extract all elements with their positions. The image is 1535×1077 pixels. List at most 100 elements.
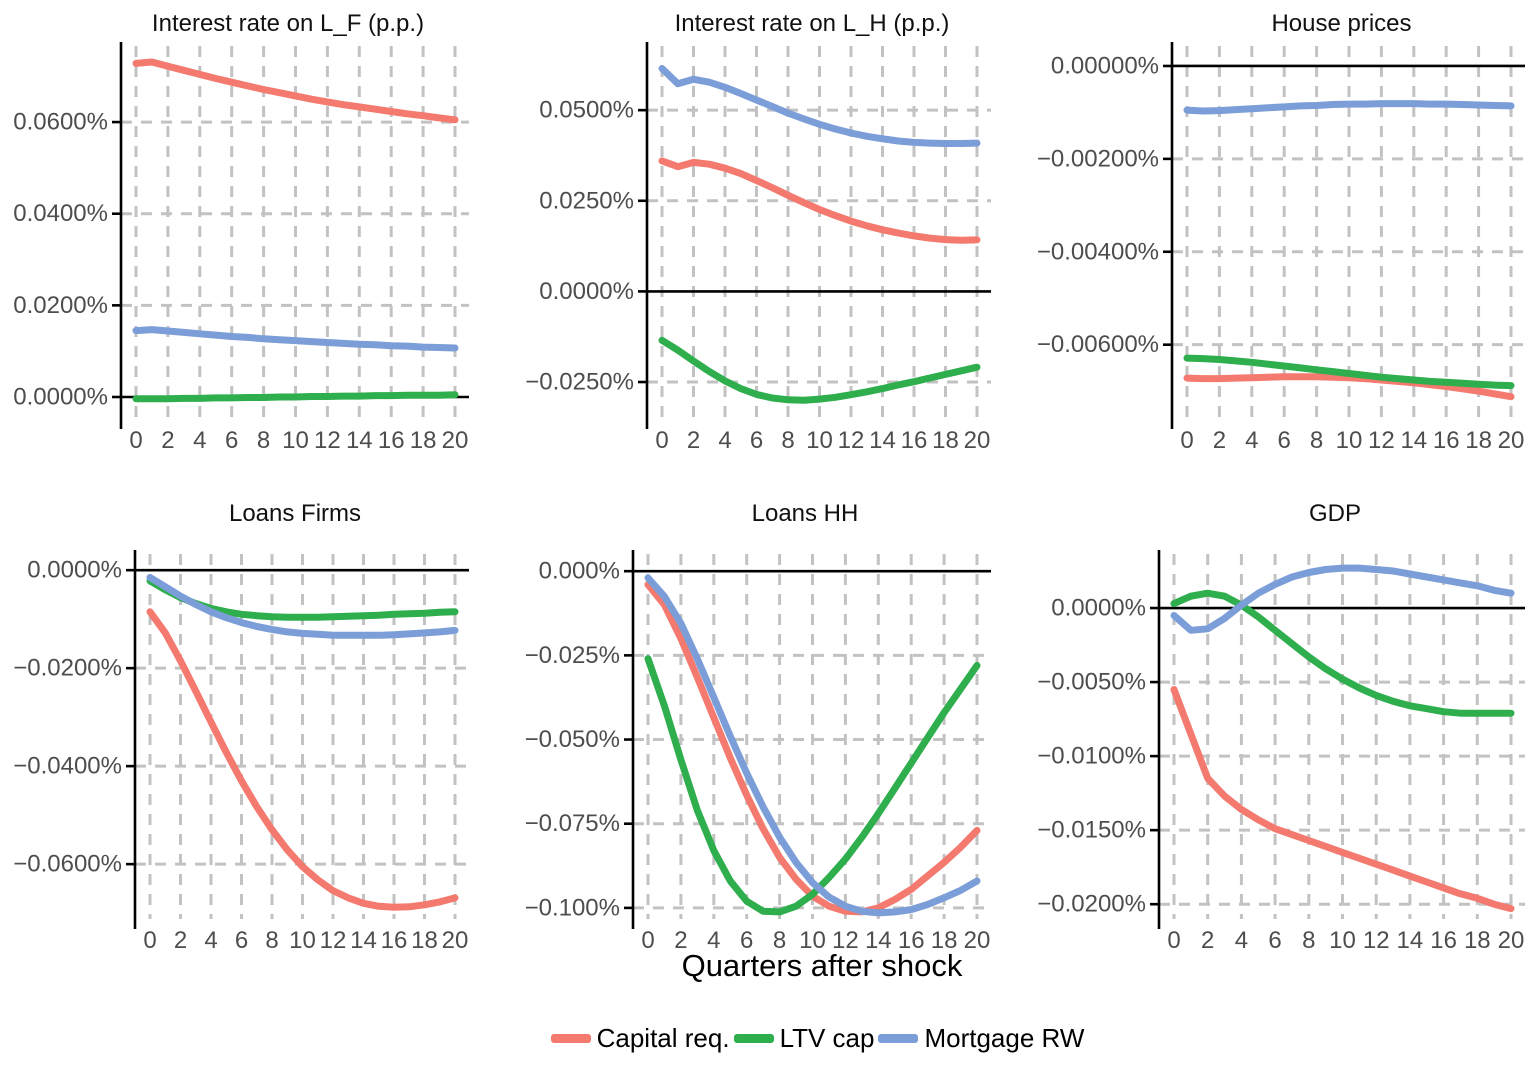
svg-text:2: 2 — [161, 427, 174, 454]
svg-text:20: 20 — [442, 927, 469, 954]
svg-text:4: 4 — [718, 427, 731, 454]
svg-text:12: 12 — [1363, 927, 1390, 954]
svg-text:4: 4 — [1245, 427, 1258, 454]
svg-text:18: 18 — [411, 927, 438, 954]
svg-text:0.000%: 0.000% — [539, 558, 620, 585]
panel-title-loans-firms: Loans Firms — [228, 500, 362, 527]
svg-text:−0.00200%: −0.00200% — [1037, 145, 1159, 172]
svg-text:−0.0050%: −0.0050% — [1037, 669, 1146, 696]
svg-text:8: 8 — [1302, 927, 1315, 954]
svg-text:16: 16 — [1433, 427, 1460, 454]
legend-label-capital-req: Capital req. — [596, 1022, 730, 1053]
panel-title-loans-hh: Loans HH — [751, 500, 859, 527]
svg-text:14: 14 — [346, 427, 373, 454]
svg-text:4: 4 — [707, 927, 720, 954]
svg-text:−0.075%: −0.075% — [525, 810, 620, 837]
panel-loans-hh: Loans HH 0.000% −0.025% −0.050% −0.075% −0.1… — [512, 482, 1024, 960]
svg-text:0: 0 — [129, 427, 142, 454]
svg-text:8: 8 — [773, 927, 786, 954]
legend-label-ltv-cap: LTV cap — [779, 1022, 875, 1053]
svg-text:8: 8 — [265, 927, 278, 954]
svg-text:10: 10 — [799, 927, 826, 954]
legend-item-ltv-cap: LTV cap — [733, 1022, 875, 1054]
legend-label-mortgage-rw: Mortgage RW — [924, 1022, 1085, 1053]
svg-text:20: 20 — [1498, 927, 1525, 954]
plot-house-prices: 0.00000% −0.00200% −0.00400% −0.00600% 0 2 4 6 8… — [1037, 42, 1525, 454]
legend-item-capital-req: Capital req. — [550, 1022, 730, 1054]
svg-text:6: 6 — [225, 427, 238, 454]
svg-text:14: 14 — [865, 927, 892, 954]
svg-text:8: 8 — [257, 427, 270, 454]
svg-text:16: 16 — [381, 927, 408, 954]
svg-text:0.0400%: 0.0400% — [13, 200, 108, 227]
plot-interest-rate-lh: 0.0500% 0.0250% 0.0000% −0.0250% 0 2 4 6 8 10 12 14… — [525, 42, 991, 454]
svg-text:10: 10 — [1329, 927, 1356, 954]
panel-title-interest-rate-lf: Interest rate on L_F (p.p.) — [151, 10, 425, 37]
svg-text:18: 18 — [1464, 927, 1491, 954]
svg-text:−0.0400%: −0.0400% — [13, 753, 122, 780]
panel-title-interest-rate-lh: Interest rate on L_H (p.p.) — [674, 10, 950, 37]
svg-text:12: 12 — [1368, 427, 1395, 454]
svg-text:2: 2 — [1201, 927, 1214, 954]
legend-item-mortgage-rw: Mortgage RW — [878, 1023, 1084, 1054]
svg-text:−0.0600%: −0.0600% — [13, 851, 122, 878]
svg-text:16: 16 — [898, 927, 925, 954]
svg-text:−0.0100%: −0.0100% — [1037, 743, 1146, 770]
svg-text:2: 2 — [1213, 427, 1226, 454]
svg-text:0: 0 — [143, 927, 156, 954]
svg-text:14: 14 — [1397, 927, 1424, 954]
svg-text:16: 16 — [378, 427, 405, 454]
panel-house-prices: House prices 0.00000% −0.00200% −0.00400% −… — [1024, 0, 1535, 460]
svg-text:8: 8 — [1310, 427, 1323, 454]
panel-title-gdp: GDP — [1308, 500, 1361, 527]
svg-text:6: 6 — [1278, 427, 1291, 454]
svg-text:18: 18 — [931, 927, 958, 954]
svg-text:6: 6 — [750, 427, 763, 454]
svg-text:0.00000%: 0.00000% — [1051, 52, 1159, 79]
svg-text:14: 14 — [350, 927, 377, 954]
svg-text:0: 0 — [1180, 427, 1193, 454]
svg-text:10: 10 — [282, 427, 309, 454]
legend-swatch-ltv-cap — [733, 1033, 774, 1043]
panel-loans-firms: Loans Firms 0.0000% −0.0200% −0.0400% −0.06… — [0, 482, 512, 960]
plot-loans-hh: 0.000%−0.025%−0.050%−0.075%−0.100%0 2 4 6 8 1… — [525, 550, 991, 954]
svg-text:4: 4 — [204, 927, 217, 954]
svg-text:−0.0200%: −0.0200% — [1037, 891, 1146, 918]
svg-text:12: 12 — [832, 927, 859, 954]
svg-text:−0.0200%: −0.0200% — [13, 655, 122, 682]
legend-swatch-capital-req — [550, 1033, 591, 1043]
svg-text:12: 12 — [320, 927, 347, 954]
svg-text:0: 0 — [1167, 927, 1180, 954]
svg-text:6: 6 — [1268, 927, 1281, 954]
svg-text:20: 20 — [964, 427, 991, 454]
svg-text:0.0600%: 0.0600% — [13, 109, 108, 136]
svg-text:14: 14 — [869, 427, 896, 454]
panel-title-house-prices: House prices — [1271, 10, 1412, 37]
svg-text:−0.100%: −0.100% — [525, 894, 620, 921]
svg-text:18: 18 — [932, 427, 959, 454]
svg-text:0.0500%: 0.0500% — [539, 97, 634, 124]
svg-text:10: 10 — [1336, 427, 1363, 454]
panel-gdp: GDP 0.0000% −0.0050% −0.0100% −0.0150% −0.02… — [1024, 482, 1535, 960]
svg-text:10: 10 — [289, 927, 316, 954]
svg-text:20: 20 — [1498, 427, 1525, 454]
svg-text:0.0000%: 0.0000% — [27, 557, 122, 584]
svg-text:2: 2 — [174, 927, 187, 954]
legend: Capital req. LTV cap Mortgage RW — [0, 1014, 1535, 1062]
svg-text:12: 12 — [314, 427, 341, 454]
legend-swatch-mortgage-rw — [878, 1033, 919, 1043]
svg-text:6: 6 — [740, 927, 753, 954]
svg-text:2: 2 — [687, 427, 700, 454]
plot-loans-firms: 0.0000% −0.0200% −0.0400% −0.0600% 0 2 4 6 8 10 12… — [13, 550, 469, 954]
svg-text:10: 10 — [806, 427, 833, 454]
svg-text:0.0250%: 0.0250% — [539, 187, 634, 214]
svg-text:4: 4 — [193, 427, 206, 454]
svg-text:−0.0150%: −0.0150% — [1037, 817, 1146, 844]
svg-text:16: 16 — [901, 427, 928, 454]
svg-text:0: 0 — [641, 927, 654, 954]
svg-text:8: 8 — [781, 427, 794, 454]
svg-text:−0.025%: −0.025% — [525, 642, 620, 669]
svg-text:0: 0 — [655, 427, 668, 454]
svg-text:18: 18 — [1465, 427, 1492, 454]
